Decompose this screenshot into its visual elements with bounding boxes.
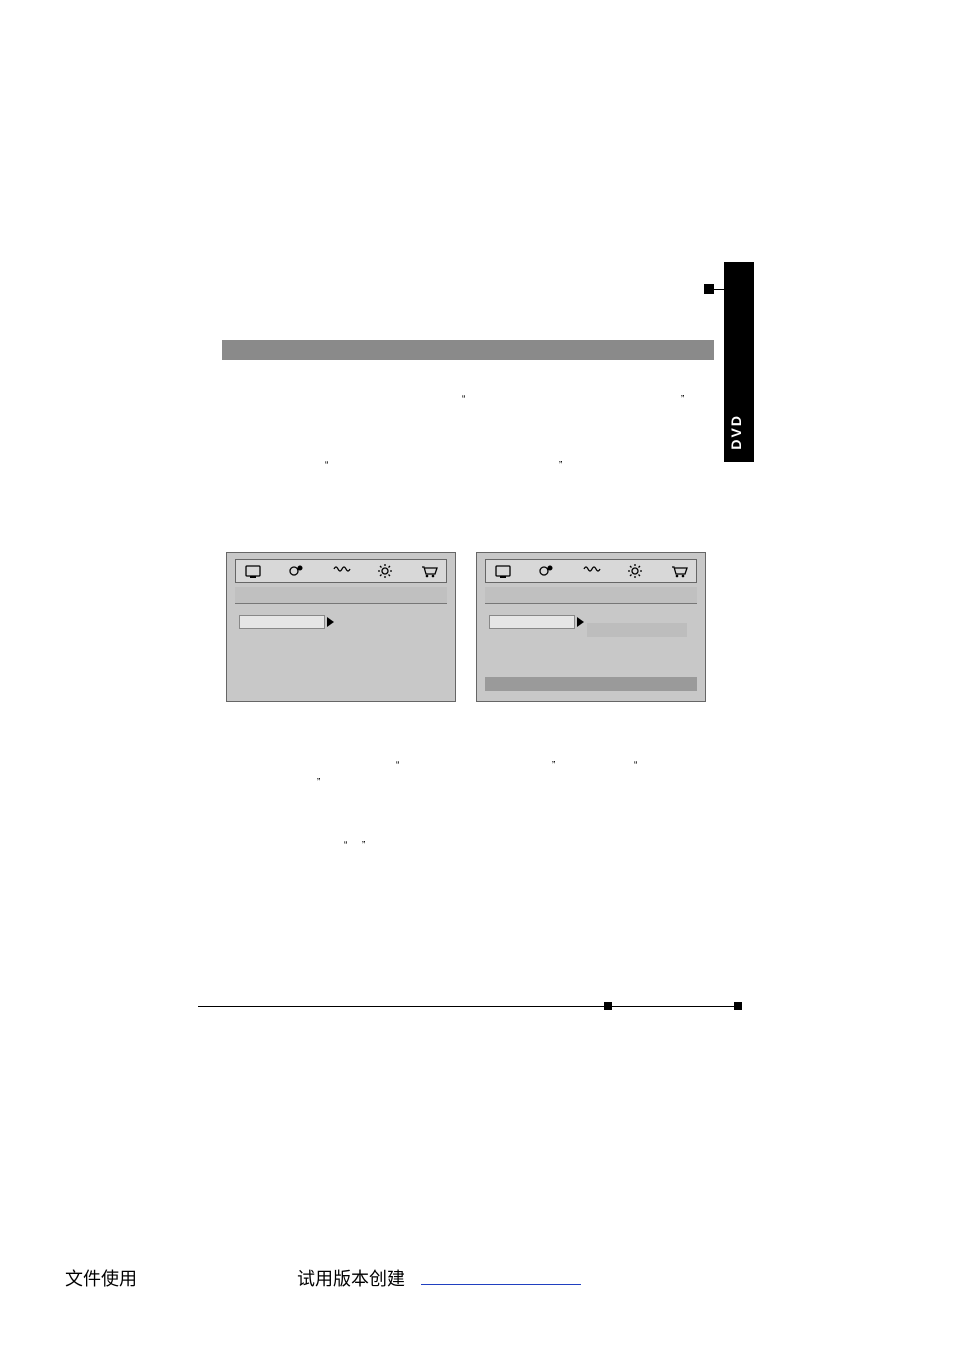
osd-panel-left [226, 552, 456, 702]
screen-icon[interactable] [492, 563, 514, 579]
osd-submenu-option[interactable] [587, 623, 687, 637]
osd-selected-field[interactable] [489, 615, 575, 629]
osd-tab-row [485, 559, 697, 583]
quote-mark: ” [317, 777, 320, 788]
side-tab-marker [704, 284, 714, 294]
footer-left-text: 文件使用 [65, 1265, 137, 1291]
osd-panels [226, 552, 706, 702]
osd-panel-right [476, 552, 706, 702]
osd-divider [235, 603, 447, 604]
quote-mark: ” [552, 760, 555, 771]
side-tab-marker-line [714, 289, 724, 290]
language-icon[interactable] [286, 563, 308, 579]
chevron-right-icon [327, 617, 334, 627]
content-footer-rule [198, 1006, 742, 1007]
quote-mark: “ [634, 760, 637, 771]
audio-icon[interactable] [330, 563, 352, 579]
quote-mark: ” [681, 394, 684, 405]
settings-icon[interactable] [624, 563, 646, 579]
cart-icon[interactable] [418, 563, 440, 579]
quote-mark: “ [344, 840, 347, 851]
page-footer: 文件使用 试用版本创建 [65, 1265, 889, 1291]
page-root: DVD “ ” “ ” “ ” “ ” “ ” [0, 0, 954, 1351]
side-tab-label: DVD [728, 414, 744, 450]
language-icon[interactable] [536, 563, 558, 579]
osd-divider [485, 603, 697, 604]
section-header-bar [222, 340, 714, 360]
chevron-right-icon [577, 617, 584, 627]
audio-icon[interactable] [580, 563, 602, 579]
quote-mark: ” [362, 840, 365, 851]
cart-icon[interactable] [668, 563, 690, 579]
osd-section-title [485, 587, 697, 603]
quote-mark: “ [462, 394, 465, 405]
rule-marker [604, 1002, 612, 1010]
footer-right-text: 试用版本创建 [297, 1265, 405, 1291]
settings-icon[interactable] [374, 563, 396, 579]
osd-tab-row [235, 559, 447, 583]
osd-section-title [235, 587, 447, 603]
osd-footer-strip [485, 677, 697, 691]
rule-marker [734, 1002, 742, 1010]
osd-selected-field[interactable] [239, 615, 325, 629]
footer-link-underline[interactable] [421, 1284, 581, 1285]
screen-icon[interactable] [242, 563, 264, 579]
quote-mark: “ [396, 760, 399, 771]
side-tab: DVD [724, 262, 754, 462]
quote-mark: ” [559, 460, 562, 471]
quote-mark: “ [325, 460, 328, 471]
